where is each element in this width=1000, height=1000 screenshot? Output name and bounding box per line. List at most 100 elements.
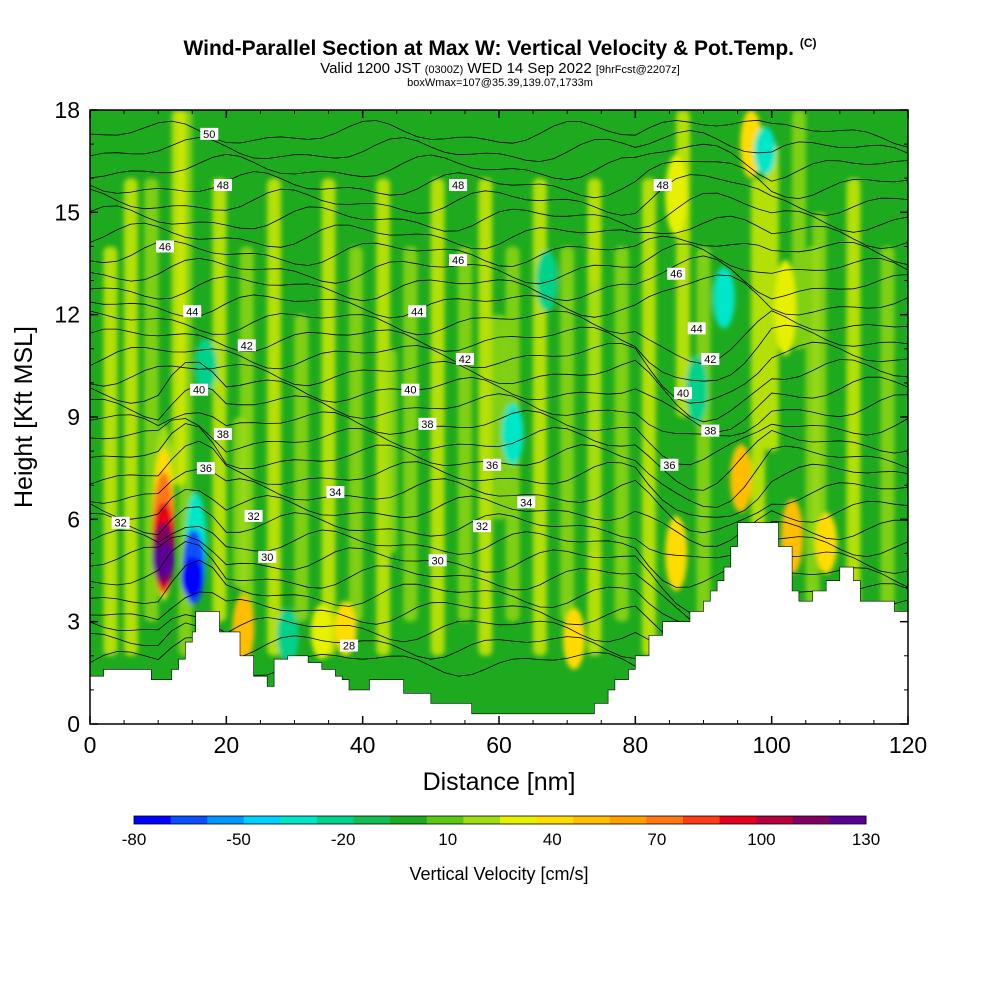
x-tick-label: 100 [752,732,790,758]
plot-area: 50 48 48 48 46 46 46 44 44 44 42 42 42 40 40 40 38 38 38 36… [90,110,908,724]
contour-label-bg [401,383,420,396]
colorbar-tick-label: 130 [852,830,880,849]
colorbar-swatch [134,816,172,824]
colorbar-tick-label: 70 [647,830,666,849]
terrain-edge [90,522,908,724]
field-streak [764,144,779,452]
contour-label-bg [196,462,215,475]
contour-label-text: 36 [486,460,498,472]
contour-label-text: 48 [656,180,668,192]
field-cell [501,403,524,465]
contour-label-text: 50 [203,129,215,141]
contour-label: 36 [196,462,215,475]
field-streak [348,246,363,622]
contour-label: 42 [701,353,720,366]
contour-label-text: 32 [115,518,127,530]
copyright-mark: (C) [799,36,817,50]
colorbar-tick-label: 100 [747,830,775,849]
contour-label-text: 38 [421,419,433,431]
field-streak [532,178,547,656]
field-streak [641,178,656,656]
theta-contour [90,215,908,250]
field-streak [880,246,895,622]
colorbar-swatch [207,816,245,824]
contour-label-bg [687,322,706,335]
field-cell [181,556,204,598]
theta-contour [90,143,908,182]
contour-label-text: 40 [193,385,205,397]
colorbar-label: Vertical Velocity [cm/s] [409,864,588,884]
field-streak [103,246,118,656]
contour-label: 36 [660,458,679,472]
theta-contour [90,361,908,433]
colorbar-swatch [390,816,428,824]
colorbar-swatch [243,816,281,824]
theta-contour [90,324,908,382]
contour-label-bg [483,458,502,471]
contour-label-bg [183,305,202,318]
theta-contour [90,488,908,547]
colorbar-swatch [280,816,318,824]
y-tick-label: 6 [67,506,80,532]
field-streak [560,246,575,622]
x-tick-label: 0 [84,732,97,758]
contour-label-bg [653,179,672,192]
colorbar-frame [133,815,867,825]
colorbar-swatch [573,816,611,824]
field-streak [430,178,445,656]
field-streak [321,178,336,656]
theta-contour [90,341,908,404]
contour-label: 44 [183,305,202,318]
x-axis-label: Distance [nm] [423,768,576,796]
contour-label-bg [701,353,720,366]
contour-label: 42 [455,353,474,366]
title-text: Wind-Parallel Section at Max W: Vertical… [183,37,794,60]
field-cell [535,249,558,312]
field-streak [382,348,397,554]
contour-label-text: 38 [704,426,716,438]
contour-label-text: 44 [691,323,703,335]
contour-label: 48 [653,179,672,192]
contour-label-bg [674,387,693,400]
contour-label: 48 [213,179,232,192]
contour-label: 46 [155,240,174,253]
field-streak [212,178,227,622]
field-streak [614,246,629,622]
valid-jst: Valid 1200 JST [320,60,421,77]
contour-label-text: 48 [217,180,229,192]
contour-label-text: 42 [459,354,471,366]
contour-label: 46 [449,254,468,267]
contour-label-bg [701,424,720,437]
contour-label-text: 32 [247,511,259,523]
theta-contour [90,409,908,466]
theta-contour [90,468,908,534]
contour-label: 32 [244,509,263,523]
field-streak [403,246,418,622]
contour-label-bg [155,240,174,253]
contour-label: 34 [517,496,536,509]
contour-label: 40 [674,387,693,400]
theta-contour [90,384,908,437]
field-cell [712,266,735,329]
contour-label: 50 [200,127,219,141]
chart-title: Wind-Parallel Section at Max W: Vertical… [0,36,1000,61]
contour-label-text: 34 [520,497,532,509]
contour-label-bg [449,254,468,267]
contour-label-text: 32 [476,521,488,533]
contour-label-bg [428,554,447,567]
contour-label-bg [213,428,232,441]
chart-valid-line: Valid 1200 JST (0300Z) WED 14 Sep 2022 [… [0,60,1000,77]
y-tick-label: 15 [54,199,80,225]
theta-contour [90,506,908,559]
contour-label-text: 46 [159,241,171,253]
colorbar-swatch [170,816,208,824]
contour-label-text: 34 [329,487,341,499]
x-tick-label: 20 [214,732,240,758]
theta-contour [90,418,908,491]
contour-label-text: 42 [704,354,716,366]
colorbar: -80 -50 -20 10 40 70 100 130 [122,815,880,849]
field-streak [171,110,186,486]
contour-label-text: 46 [452,255,464,267]
contour-label-bg [200,127,219,140]
contour-label: 32 [111,516,130,530]
